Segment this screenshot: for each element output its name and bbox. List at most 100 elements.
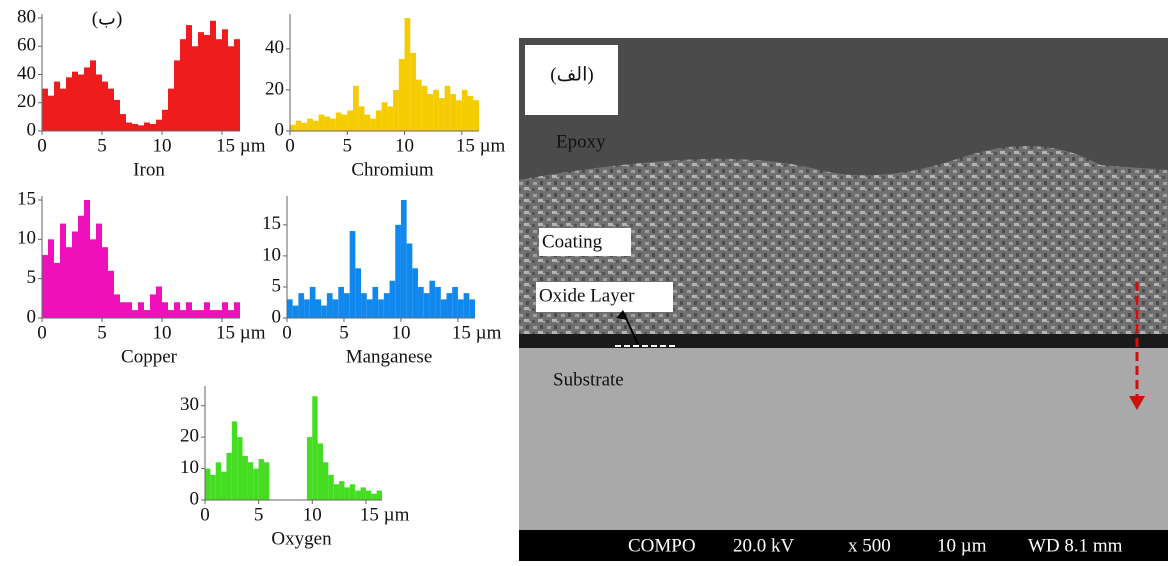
info-text: COMPO 20.0 kV x 500 10 µm WD 8.1 mm: [628, 535, 1123, 556]
bar: [48, 95, 54, 131]
label-box: [525, 45, 618, 115]
label-box: [539, 228, 631, 256]
bar: [335, 112, 342, 131]
x-tick-label: 15 µm: [216, 322, 266, 343]
bar: [174, 60, 180, 131]
region-label: Coating: [542, 231, 603, 252]
y-tick-label: 0: [190, 488, 200, 509]
bar: [429, 280, 436, 318]
y-tick-label: 60: [17, 35, 36, 56]
bar: [192, 46, 198, 131]
x-tick-label: 15 µm: [456, 135, 506, 156]
bar: [102, 247, 108, 318]
sem-image: (الف) Epoxy Coating Oxide Layer Substrat…: [519, 38, 1168, 561]
arrow-head: [616, 310, 628, 320]
y-tick-label: 15: [17, 188, 36, 209]
bar: [258, 459, 264, 500]
y-tick-label: 20: [17, 91, 36, 112]
y-tick-label: 30: [180, 394, 199, 415]
bar: [312, 396, 318, 500]
x-axis-title: Iron: [133, 159, 165, 180]
bar: [72, 71, 78, 131]
y-tick-label: 15: [262, 213, 281, 234]
x-tick-label: 0: [37, 135, 47, 156]
bar: [210, 310, 216, 318]
bar: [383, 293, 390, 318]
x-axis-title: Oxygen: [271, 528, 332, 549]
region-label: Epoxy: [556, 131, 606, 152]
info-item: 10 µm: [937, 535, 987, 556]
bar: [467, 96, 474, 131]
bar: [96, 74, 102, 131]
x-axis-title: Manganese: [346, 346, 433, 367]
bar: [364, 114, 371, 131]
y-tick-label: 20: [180, 426, 199, 447]
bar: [317, 443, 323, 500]
x-tick-label: 15 µm: [216, 135, 266, 156]
x-axis-title: Copper: [121, 346, 178, 367]
x-tick-label: 0: [282, 322, 292, 343]
arrow-head: [1129, 396, 1145, 410]
bar: [247, 462, 254, 500]
x-tick-label: 15 µm: [452, 322, 502, 343]
bar: [108, 88, 114, 131]
bar: [72, 231, 78, 318]
bar: [114, 99, 120, 131]
bar: [54, 262, 60, 318]
bar: [231, 421, 238, 500]
bar: [452, 286, 458, 318]
bar: [192, 310, 198, 318]
bar: [150, 123, 156, 131]
info-item: WD 8.1 mm: [1028, 535, 1123, 556]
bar: [301, 122, 308, 131]
bar: [144, 122, 150, 131]
bar: [222, 29, 228, 131]
bar: [222, 302, 228, 318]
bar: [366, 299, 373, 318]
bar: [290, 124, 296, 131]
bar: [48, 239, 54, 318]
bar: [318, 114, 325, 131]
y-tick-label: 5: [27, 267, 37, 288]
bar: [360, 487, 366, 500]
bar: [349, 484, 356, 500]
x-tick-label: 15 µm: [360, 504, 410, 525]
bar: [446, 293, 453, 318]
bar: [387, 106, 394, 131]
bar: [216, 39, 222, 131]
bar: [204, 34, 210, 132]
y-tick-label: 0: [27, 119, 37, 140]
bar: [375, 110, 382, 131]
x-tick-label: 5: [343, 135, 353, 156]
bar: [423, 293, 430, 318]
bar: [66, 77, 72, 131]
bar: [287, 299, 293, 318]
bar: [344, 487, 350, 500]
bar: [328, 474, 334, 500]
bar: [323, 462, 329, 500]
x-tick-label: 5: [339, 322, 349, 343]
y-tick-label: 40: [17, 63, 36, 84]
bar: [132, 123, 138, 131]
bar: [42, 88, 48, 131]
bar: [389, 280, 396, 318]
bar: [395, 224, 401, 318]
bar: [132, 310, 138, 318]
bar: [330, 118, 336, 131]
bar: [427, 94, 434, 131]
region-label: Substrate: [553, 369, 624, 390]
x-tick-label: 10: [395, 135, 414, 156]
bar: [358, 106, 365, 131]
bar: [438, 98, 445, 131]
bar: [96, 223, 102, 318]
bar: [381, 102, 388, 131]
bar: [324, 116, 331, 131]
bar: [292, 305, 299, 318]
bar: [253, 468, 259, 500]
bar: [210, 20, 216, 132]
bar: [102, 81, 108, 131]
oxide-band: [519, 334, 1168, 348]
bar: [315, 299, 322, 318]
bar: [114, 294, 120, 318]
info-item: 20.0 kV: [733, 535, 795, 556]
